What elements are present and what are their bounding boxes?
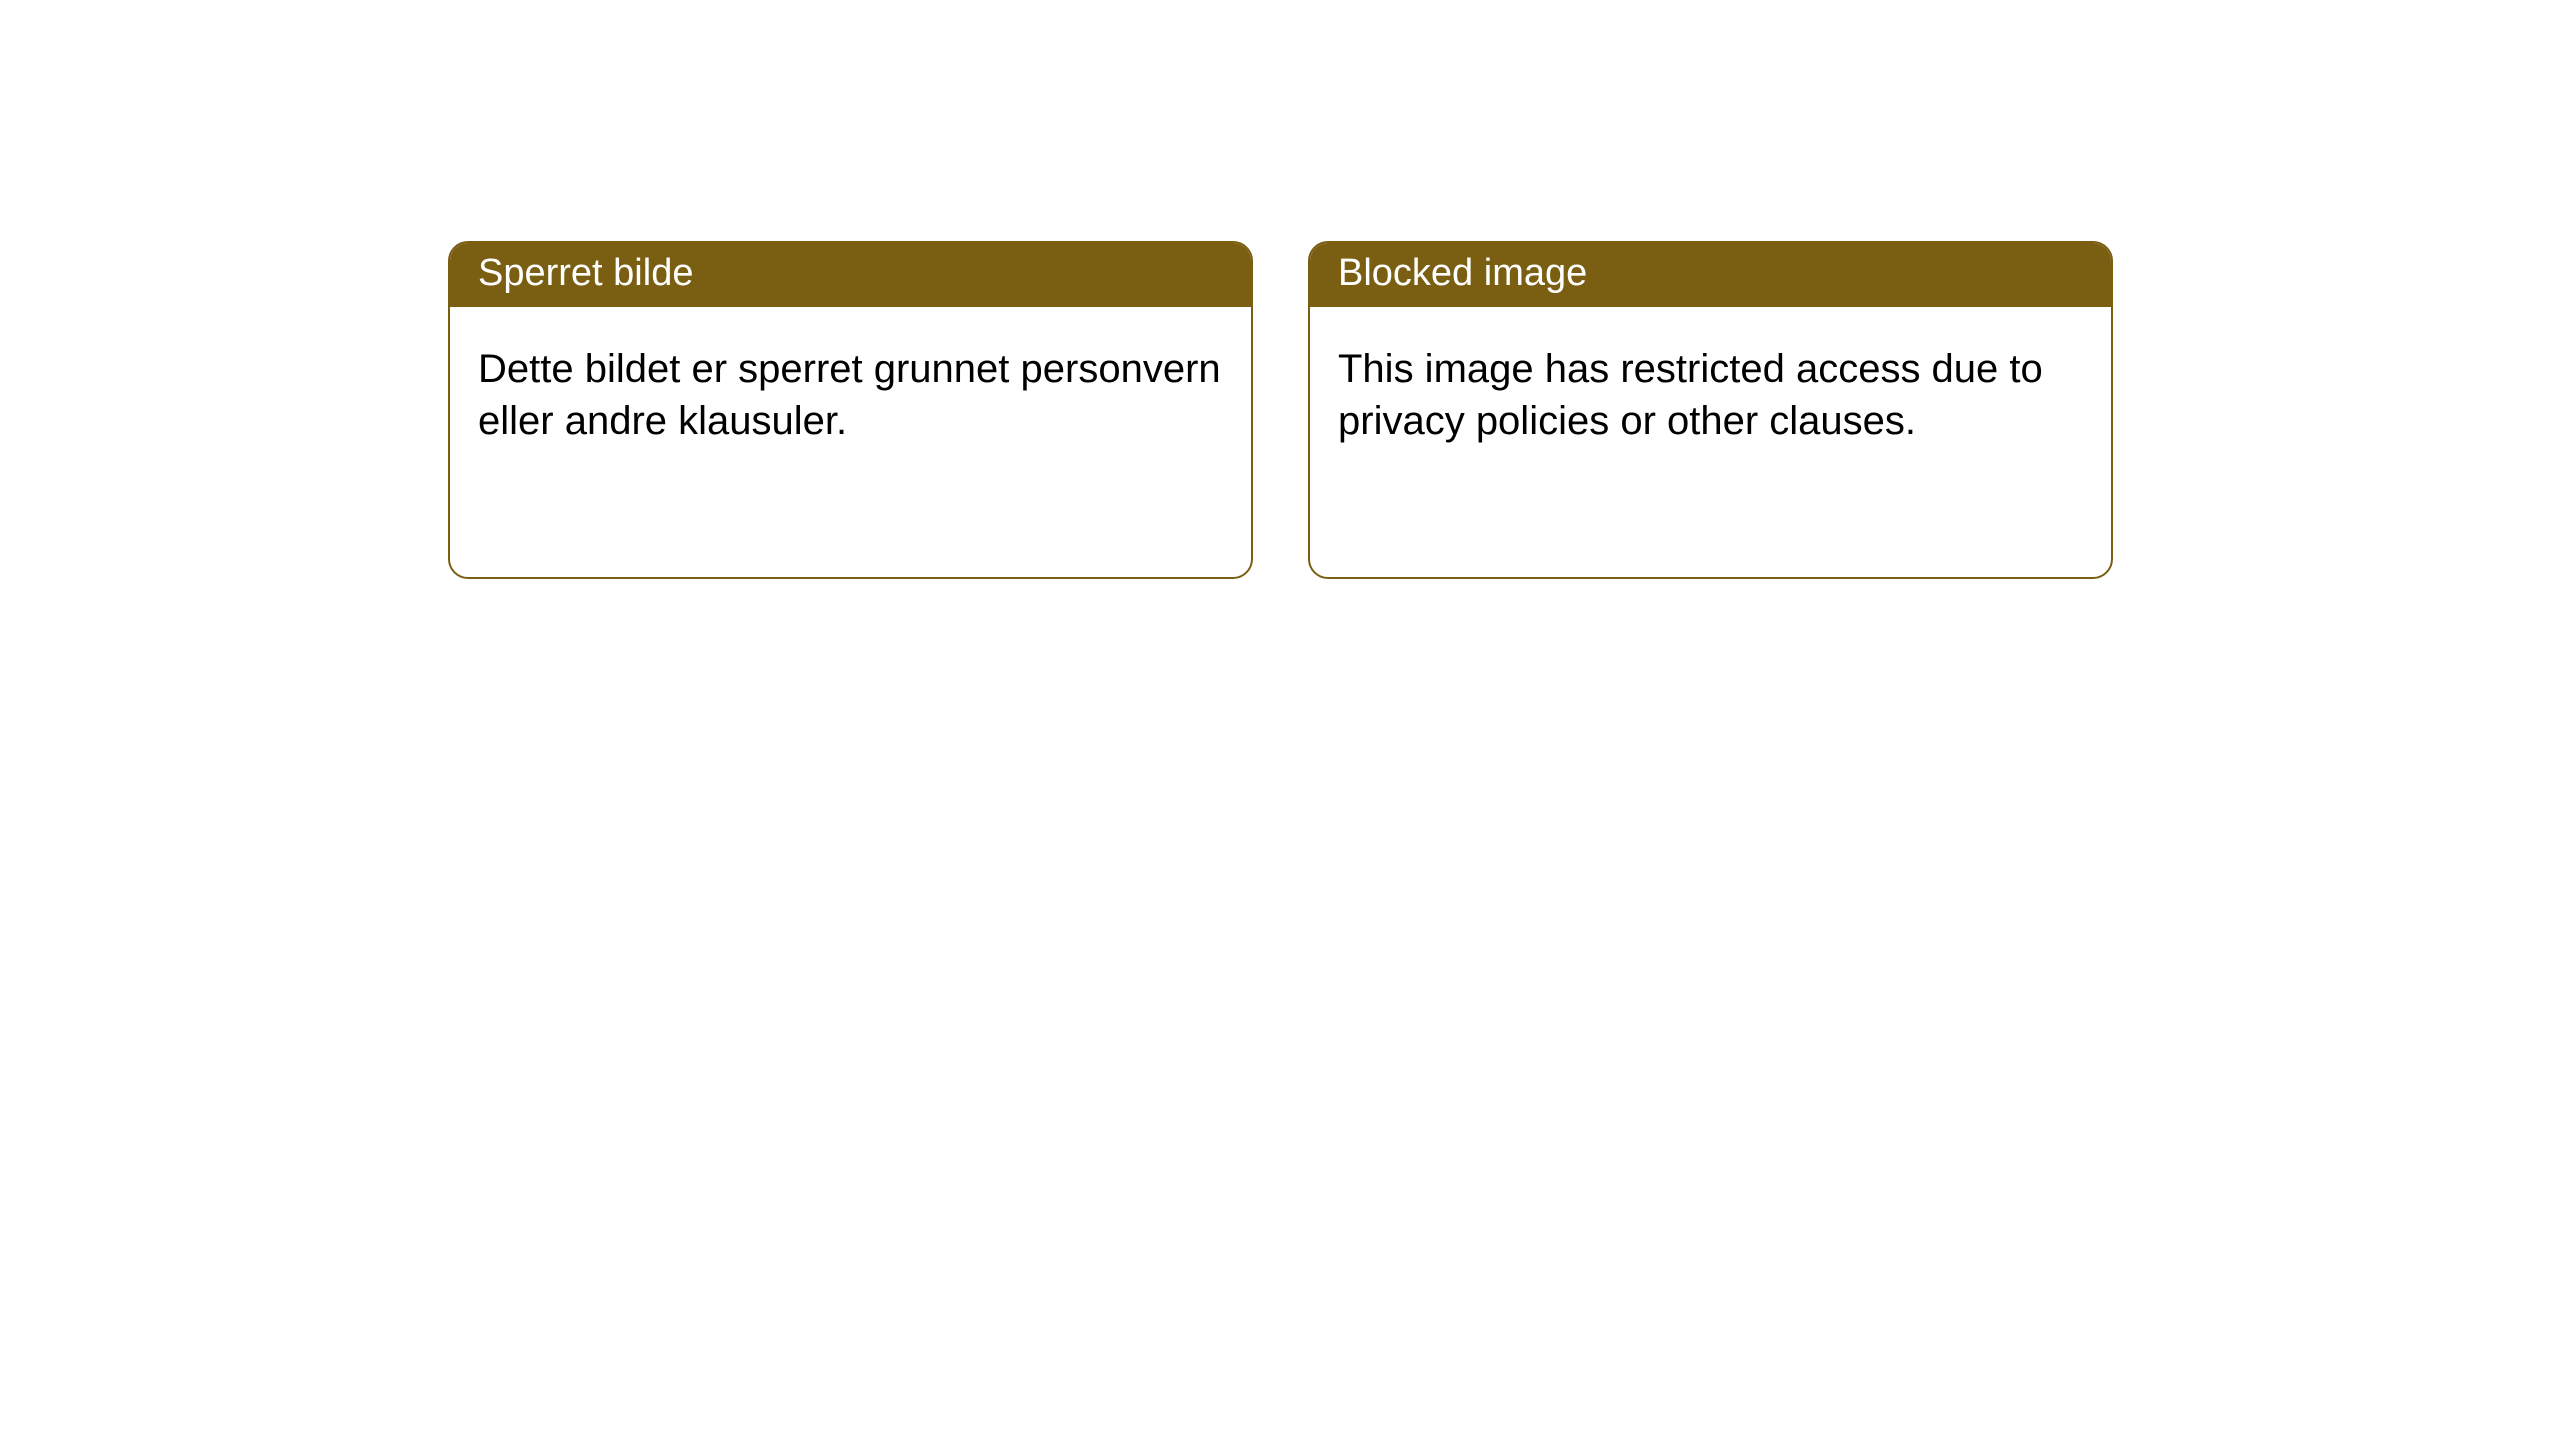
notice-box-norwegian: Sperret bilde Dette bildet er sperret gr… (448, 241, 1253, 579)
notice-container: Sperret bilde Dette bildet er sperret gr… (0, 0, 2560, 579)
notice-message-english: This image has restricted access due to … (1310, 307, 2111, 475)
notice-title-norwegian: Sperret bilde (450, 243, 1251, 307)
notice-box-english: Blocked image This image has restricted … (1308, 241, 2113, 579)
notice-message-norwegian: Dette bildet er sperret grunnet personve… (450, 307, 1251, 475)
notice-title-english: Blocked image (1310, 243, 2111, 307)
